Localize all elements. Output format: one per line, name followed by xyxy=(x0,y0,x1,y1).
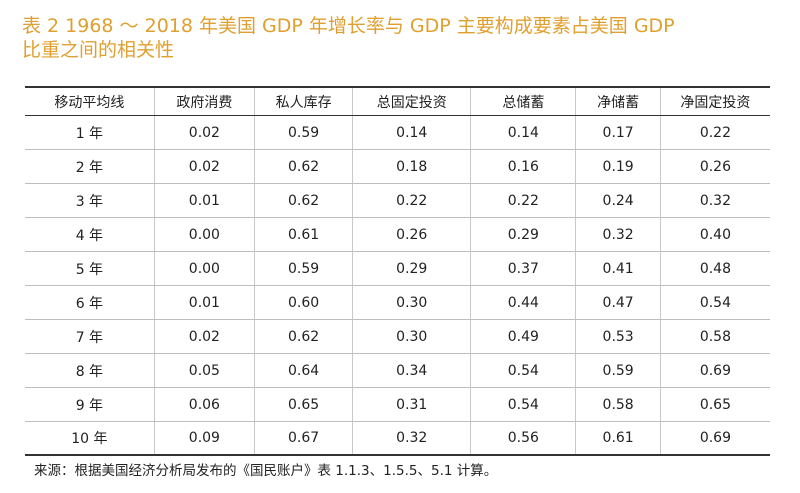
header-net-fixed-investment: 净固定投资 xyxy=(659,86,770,116)
table-row: 2 年 0.02 0.62 0.18 0.16 0.19 0.26 xyxy=(25,149,770,184)
source-note: 来源：根据美国经济分析局发布的《国民账户》表 1.1.3、1.5.5、5.1 计… xyxy=(34,463,498,479)
cell-net-fixed-investment: 0.69 xyxy=(659,421,770,456)
cell-government-consumption: 0.06 xyxy=(153,387,255,422)
header-net-saving: 净储蓄 xyxy=(575,86,661,116)
cell-net-saving: 0.59 xyxy=(575,353,661,388)
cell-government-consumption: 0.05 xyxy=(153,353,255,388)
cell-government-consumption: 0.00 xyxy=(153,251,255,286)
table-body: 1 年 0.02 0.59 0.14 0.14 0.17 0.22 2 年 0.02 0.62 0.… xyxy=(25,115,770,456)
cell-moving-average: 7 年 xyxy=(25,319,155,354)
cell-net-saving: 0.47 xyxy=(575,285,661,320)
cell-net-fixed-investment: 0.32 xyxy=(659,183,770,218)
cell-gross-saving: 0.29 xyxy=(470,217,576,252)
cell-gross-fixed-investment: 0.18 xyxy=(352,149,471,184)
cell-government-consumption: 0.01 xyxy=(153,285,255,320)
table-row: 8 年 0.05 0.64 0.34 0.54 0.59 0.69 xyxy=(25,353,770,388)
cell-moving-average: 10 年 xyxy=(25,421,155,456)
cell-gross-saving: 0.37 xyxy=(470,251,576,286)
cell-private-inventory: 0.59 xyxy=(253,115,353,150)
table-title: 表 2 1968 ～ 2018 年美国 GDP 年增长率与 GDP 主要构成要素… xyxy=(22,14,782,62)
cell-private-inventory: 0.64 xyxy=(253,353,353,388)
cell-government-consumption: 0.02 xyxy=(153,149,255,184)
cell-gross-fixed-investment: 0.30 xyxy=(352,319,471,354)
cell-moving-average: 6 年 xyxy=(25,285,155,320)
cell-moving-average: 4 年 xyxy=(25,217,155,252)
header-moving-average: 移动平均线 xyxy=(25,86,155,116)
cell-government-consumption: 0.01 xyxy=(153,183,255,218)
cell-net-saving: 0.32 xyxy=(575,217,661,252)
table-row: 4 年 0.00 0.61 0.26 0.29 0.32 0.40 xyxy=(25,217,770,252)
cell-gross-saving: 0.54 xyxy=(470,387,576,422)
cell-private-inventory: 0.62 xyxy=(253,319,353,354)
cell-private-inventory: 0.65 xyxy=(253,387,353,422)
cell-gross-saving: 0.56 xyxy=(470,421,576,456)
cell-moving-average: 8 年 xyxy=(25,353,155,388)
table-header-row: 移动平均线 政府消费 私人库存 总固定投资 总储蓄 净储蓄 净固定投资 xyxy=(25,86,770,116)
cell-gross-fixed-investment: 0.30 xyxy=(352,285,471,320)
cell-net-saving: 0.24 xyxy=(575,183,661,218)
cell-gross-saving: 0.49 xyxy=(470,319,576,354)
cell-gross-saving: 0.22 xyxy=(470,183,576,218)
cell-net-saving: 0.61 xyxy=(575,421,661,456)
cell-net-saving: 0.17 xyxy=(575,115,661,150)
header-gross-saving: 总储蓄 xyxy=(470,86,576,116)
cell-net-fixed-investment: 0.26 xyxy=(659,149,770,184)
table-row: 9 年 0.06 0.65 0.31 0.54 0.58 0.65 xyxy=(25,387,770,422)
cell-net-fixed-investment: 0.40 xyxy=(659,217,770,252)
cell-gross-fixed-investment: 0.29 xyxy=(352,251,471,286)
cell-gross-fixed-investment: 0.31 xyxy=(352,387,471,422)
cell-private-inventory: 0.59 xyxy=(253,251,353,286)
cell-private-inventory: 0.67 xyxy=(253,421,353,456)
cell-net-saving: 0.19 xyxy=(575,149,661,184)
header-gross-fixed-investment: 总固定投资 xyxy=(352,86,471,116)
cell-moving-average: 5 年 xyxy=(25,251,155,286)
cell-gross-saving: 0.16 xyxy=(470,149,576,184)
cell-gross-fixed-investment: 0.32 xyxy=(352,421,471,456)
cell-moving-average: 2 年 xyxy=(25,149,155,184)
cell-gross-fixed-investment: 0.34 xyxy=(352,353,471,388)
cell-gross-fixed-investment: 0.26 xyxy=(352,217,471,252)
cell-net-fixed-investment: 0.65 xyxy=(659,387,770,422)
header-government-consumption: 政府消费 xyxy=(153,86,255,116)
table-title-line-1: 表 2 1968 ～ 2018 年美国 GDP 年增长率与 GDP 主要构成要素… xyxy=(22,15,675,37)
cell-net-fixed-investment: 0.22 xyxy=(659,115,770,150)
cell-private-inventory: 0.62 xyxy=(253,183,353,218)
cell-gross-fixed-investment: 0.22 xyxy=(352,183,471,218)
table-row: 3 年 0.01 0.62 0.22 0.22 0.24 0.32 xyxy=(25,183,770,218)
cell-private-inventory: 0.61 xyxy=(253,217,353,252)
cell-net-fixed-investment: 0.54 xyxy=(659,285,770,320)
cell-moving-average: 9 年 xyxy=(25,387,155,422)
cell-gross-saving: 0.14 xyxy=(470,115,576,150)
header-private-inventory: 私人库存 xyxy=(253,86,353,116)
cell-net-fixed-investment: 0.58 xyxy=(659,319,770,354)
table-row: 6 年 0.01 0.60 0.30 0.44 0.47 0.54 xyxy=(25,285,770,320)
cell-net-fixed-investment: 0.48 xyxy=(659,251,770,286)
table-row: 7 年 0.02 0.62 0.30 0.49 0.53 0.58 xyxy=(25,319,770,354)
table-row: 10 年 0.09 0.67 0.32 0.56 0.61 0.69 xyxy=(25,421,770,456)
cell-gross-fixed-investment: 0.14 xyxy=(352,115,471,150)
cell-government-consumption: 0.00 xyxy=(153,217,255,252)
cell-net-saving: 0.58 xyxy=(575,387,661,422)
table-title-line-2: 比重之间的相关性 xyxy=(22,39,175,61)
table-row: 5 年 0.00 0.59 0.29 0.37 0.41 0.48 xyxy=(25,251,770,286)
cell-net-saving: 0.53 xyxy=(575,319,661,354)
cell-government-consumption: 0.09 xyxy=(153,421,255,456)
cell-private-inventory: 0.62 xyxy=(253,149,353,184)
cell-net-fixed-investment: 0.69 xyxy=(659,353,770,388)
cell-gross-saving: 0.54 xyxy=(470,353,576,388)
cell-government-consumption: 0.02 xyxy=(153,319,255,354)
cell-government-consumption: 0.02 xyxy=(153,115,255,150)
cell-gross-saving: 0.44 xyxy=(470,285,576,320)
cell-moving-average: 1 年 xyxy=(25,115,155,150)
cell-moving-average: 3 年 xyxy=(25,183,155,218)
cell-private-inventory: 0.60 xyxy=(253,285,353,320)
cell-net-saving: 0.41 xyxy=(575,251,661,286)
table-row: 1 年 0.02 0.59 0.14 0.14 0.17 0.22 xyxy=(25,115,770,150)
